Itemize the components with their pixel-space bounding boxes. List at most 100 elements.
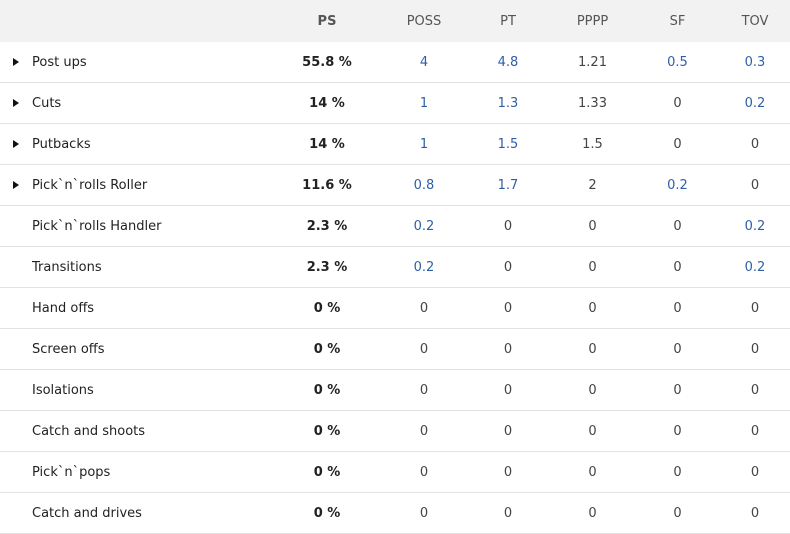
cell-sf: 0	[673, 341, 682, 357]
cell-pt: 1.3	[497, 95, 519, 111]
cell-pppp: 0	[588, 341, 597, 357]
cell-sf: 0.2	[667, 177, 688, 193]
cell-tov: 0	[750, 382, 760, 398]
play-type-name: Transitions	[32, 259, 102, 275]
table-row[interactable]: Cuts 14 % 1 1.3 1.33 0 0.2	[0, 83, 790, 124]
cell-poss: 1	[419, 136, 429, 152]
table-row: Pick`n`rolls Handler 2.3 % 0.2 0 0 0 0.2	[0, 206, 790, 247]
cell-sf: 0	[673, 95, 682, 111]
cell-poss: 0.2	[413, 218, 435, 234]
play-type-name: Isolations	[32, 382, 94, 398]
cell-ps: 0 %	[313, 341, 341, 357]
cell-poss: 0	[419, 382, 429, 398]
cell-pppp: 1.21	[578, 54, 607, 70]
cell-tov: 0.2	[744, 259, 766, 275]
cell-tov: 0	[750, 423, 760, 439]
header-ps[interactable]: PS	[317, 13, 337, 29]
cell-ps: 0 %	[313, 382, 341, 398]
play-type-name: Pick`n`pops	[32, 464, 111, 480]
expand-toggle[interactable]	[0, 99, 32, 107]
table-row: Pick`n`pops 0 % 0 0 0 0 0	[0, 452, 790, 493]
cell-poss: 0	[419, 300, 429, 316]
cell-tov: 0	[750, 505, 760, 521]
table-row: Transitions 2.3 % 0.2 0 0 0 0.2	[0, 247, 790, 288]
cell-pppp: 2	[588, 177, 597, 193]
table-row: Screen offs 0 % 0 0 0 0 0	[0, 329, 790, 370]
cell-tov: 0	[750, 341, 760, 357]
cell-poss: 0	[419, 341, 429, 357]
cell-sf: 0.5	[667, 54, 688, 70]
table-row[interactable]: Putbacks 14 % 1 1.5 1.5 0 0	[0, 124, 790, 165]
table-row: Hand offs 0 % 0 0 0 0 0	[0, 288, 790, 329]
cell-ps: 0 %	[313, 423, 341, 439]
cell-pt: 0	[503, 300, 513, 316]
play-type-name: Catch and drives	[32, 505, 142, 521]
cell-ps: 0 %	[313, 300, 341, 316]
cell-tov: 0	[750, 300, 760, 316]
cell-sf: 0	[673, 382, 682, 398]
table-header: PS POSS PT PPPP SF TOV	[0, 0, 790, 42]
table-row: Isolations 0 % 0 0 0 0 0	[0, 370, 790, 411]
play-type-name: Screen offs	[32, 341, 105, 357]
cell-tov: 0.2	[744, 95, 766, 111]
cell-poss: 1	[419, 95, 429, 111]
table-body: Post ups 55.8 % 4 4.8 1.21 0.5 0.3 Cuts 14 % 1 1.3…	[0, 42, 790, 534]
cell-pppp: 1.33	[578, 95, 607, 111]
cell-ps: 55.8 %	[302, 54, 352, 70]
cell-pt: 0	[503, 423, 513, 439]
play-type-name: Pick`n`rolls Handler	[32, 218, 162, 234]
caret-right-icon[interactable]	[13, 140, 19, 148]
cell-pt: 1.5	[497, 136, 519, 152]
expand-toggle[interactable]	[0, 181, 32, 189]
header-poss[interactable]: POSS	[406, 13, 442, 29]
cell-poss: 4	[419, 54, 429, 70]
cell-pppp: 0	[588, 218, 597, 234]
cell-sf: 0	[673, 464, 682, 480]
cell-sf: 0	[673, 259, 682, 275]
cell-sf: 0	[673, 136, 682, 152]
cell-tov: 0	[750, 464, 760, 480]
cell-pppp: 1.5	[582, 136, 603, 152]
cell-pt: 1.7	[497, 177, 519, 193]
caret-right-icon[interactable]	[13, 58, 19, 66]
table-row[interactable]: Pick`n`rolls Roller 11.6 % 0.8 1.7 2 0.2 0	[0, 165, 790, 206]
cell-tov: 0	[750, 177, 760, 193]
header-tov[interactable]: TOV	[741, 13, 769, 29]
cell-ps: 14 %	[309, 95, 345, 111]
cell-poss: 0	[419, 505, 429, 521]
cell-poss: 0	[419, 464, 429, 480]
cell-poss: 0.2	[413, 259, 435, 275]
expand-toggle[interactable]	[0, 140, 32, 148]
play-type-name: Catch and shoots	[32, 423, 146, 439]
cell-pt: 4.8	[497, 54, 519, 70]
cell-pt: 0	[503, 259, 513, 275]
play-type-name: Putbacks	[32, 136, 91, 152]
caret-right-icon[interactable]	[13, 99, 19, 107]
cell-ps: 0 %	[313, 464, 341, 480]
cell-pt: 0	[503, 341, 513, 357]
header-pppp[interactable]: PPPP	[576, 13, 609, 29]
header-sf[interactable]: SF	[669, 13, 686, 29]
cell-poss: 0.8	[413, 177, 435, 193]
caret-right-icon[interactable]	[13, 181, 19, 189]
cell-pt: 0	[503, 464, 513, 480]
cell-ps: 0 %	[313, 505, 341, 521]
cell-tov: 0.3	[744, 54, 766, 70]
expand-toggle[interactable]	[0, 58, 32, 66]
cell-ps: 2.3 %	[306, 218, 348, 234]
cell-pppp: 0	[588, 505, 597, 521]
cell-pt: 0	[503, 218, 513, 234]
cell-poss: 0	[419, 423, 429, 439]
play-type-name: Post ups	[32, 54, 87, 70]
header-pt[interactable]: PT	[500, 13, 516, 29]
table-row[interactable]: Post ups 55.8 % 4 4.8 1.21 0.5 0.3	[0, 42, 790, 83]
cell-tov: 0.2	[744, 218, 766, 234]
cell-ps: 11.6 %	[302, 177, 352, 193]
cell-pppp: 0	[588, 300, 597, 316]
cell-pt: 0	[503, 382, 513, 398]
play-type-name: Cuts	[32, 95, 62, 111]
play-type-name: Pick`n`rolls Roller	[32, 177, 148, 193]
cell-ps: 2.3 %	[306, 259, 348, 275]
cell-sf: 0	[673, 423, 682, 439]
